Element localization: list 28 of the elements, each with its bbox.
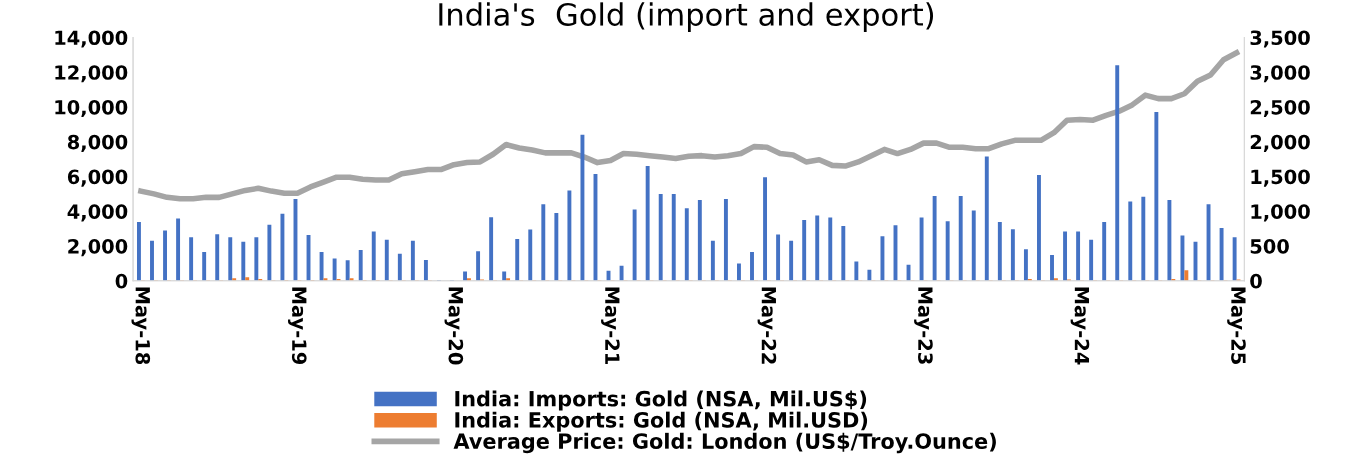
x-tick-label: May-18: [131, 287, 151, 365]
y2-tick-label: 3,500: [1250, 30, 1310, 48]
x-tick-label: May-19: [288, 287, 307, 365]
legend-label: India: Imports: Gold (NSA, Mil.US$): [455, 390, 867, 411]
x-tick-label: May-21: [601, 287, 620, 364]
y2-tick-label: 500: [1250, 238, 1289, 254]
y-tick-label: 8,000: [67, 134, 128, 152]
y-tick-label: 12,000: [55, 65, 128, 83]
y-tick-label: 4,000: [67, 204, 128, 222]
x-tick-label: May-25: [1227, 287, 1246, 364]
y-tick-label: 10,000: [55, 99, 128, 118]
y2-tick-label: 3,000: [1250, 65, 1310, 83]
x-tick-label: May-20: [444, 287, 464, 365]
x-tick-label: May-24: [1070, 287, 1090, 365]
x-tick-label: May-23: [914, 287, 933, 364]
y-tick-label: 6,000: [67, 169, 128, 187]
x-tick-label: May-22: [757, 287, 777, 364]
y2-tick-label: 1,000: [1251, 204, 1310, 222]
legend-label: India: Exports: Gold (NSA, Mil.USD): [455, 411, 868, 432]
chart-title: India's Gold (import and export): [439, 2, 934, 32]
y2-tick-label: 1,500: [1251, 169, 1310, 187]
legend-label: Average Price: Gold: London (US$/Troy.Ounce): [453, 432, 996, 454]
y-tick-label: 0: [115, 273, 128, 289]
y-tick-label: 14,000: [55, 30, 128, 48]
y2-tick-label: 2,000: [1250, 134, 1310, 152]
y2-tick-label: 0: [1250, 273, 1262, 289]
y-tick-label: 2,000: [68, 238, 128, 257]
y2-tick-label: 2,500: [1250, 99, 1310, 118]
